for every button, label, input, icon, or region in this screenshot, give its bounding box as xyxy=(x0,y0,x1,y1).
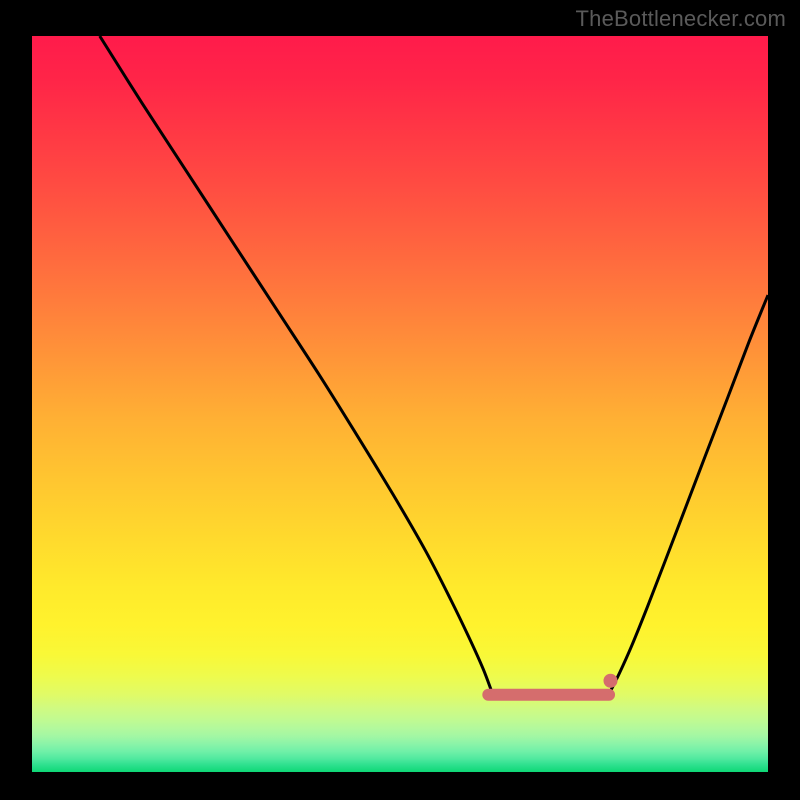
plot-area xyxy=(32,36,768,772)
watermark-text: TheBottlenecker.com xyxy=(576,6,786,32)
curve-overlay xyxy=(32,36,768,772)
chart-container: TheBottlenecker.com xyxy=(0,0,800,800)
